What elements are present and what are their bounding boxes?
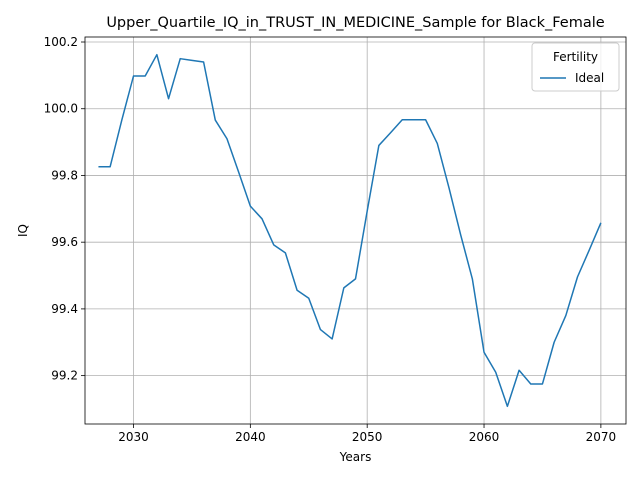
- x-tick-label: 2040: [235, 430, 266, 444]
- x-tick-label: 2070: [586, 430, 617, 444]
- legend-entry-ideal: Ideal: [575, 71, 604, 85]
- plot-frame: [84, 36, 627, 425]
- series-line-ideal: [98, 53, 602, 408]
- series-layer: [98, 53, 602, 408]
- x-axis-label: Years: [339, 450, 372, 464]
- legend: Fertility Ideal: [531, 42, 620, 92]
- x-tick-label: 2030: [118, 430, 149, 444]
- legend-title: Fertility: [553, 50, 598, 64]
- y-tick-label: 99.4: [51, 302, 78, 316]
- y-tick-label: 99.8: [51, 168, 78, 182]
- y-axis-label: IQ: [16, 224, 30, 237]
- y-tick-label: 99.2: [51, 369, 78, 383]
- y-tick-label: 100.2: [44, 35, 78, 49]
- x-tick-label: 2050: [352, 430, 383, 444]
- y-tick-label: 100.0: [44, 102, 78, 116]
- grid-lines: [85, 37, 626, 424]
- legend-box: [531, 42, 620, 92]
- chart-title: Upper_Quartile_IQ_in_TRUST_IN_MEDICINE_S…: [106, 15, 604, 31]
- axis-ticks: 2030 2040 2050 2060 2070 99.2 99.4 99.6 99.8 100.…: [44, 35, 617, 444]
- y-tick-label: 99.6: [51, 235, 78, 249]
- x-tick-label: 2060: [469, 430, 500, 444]
